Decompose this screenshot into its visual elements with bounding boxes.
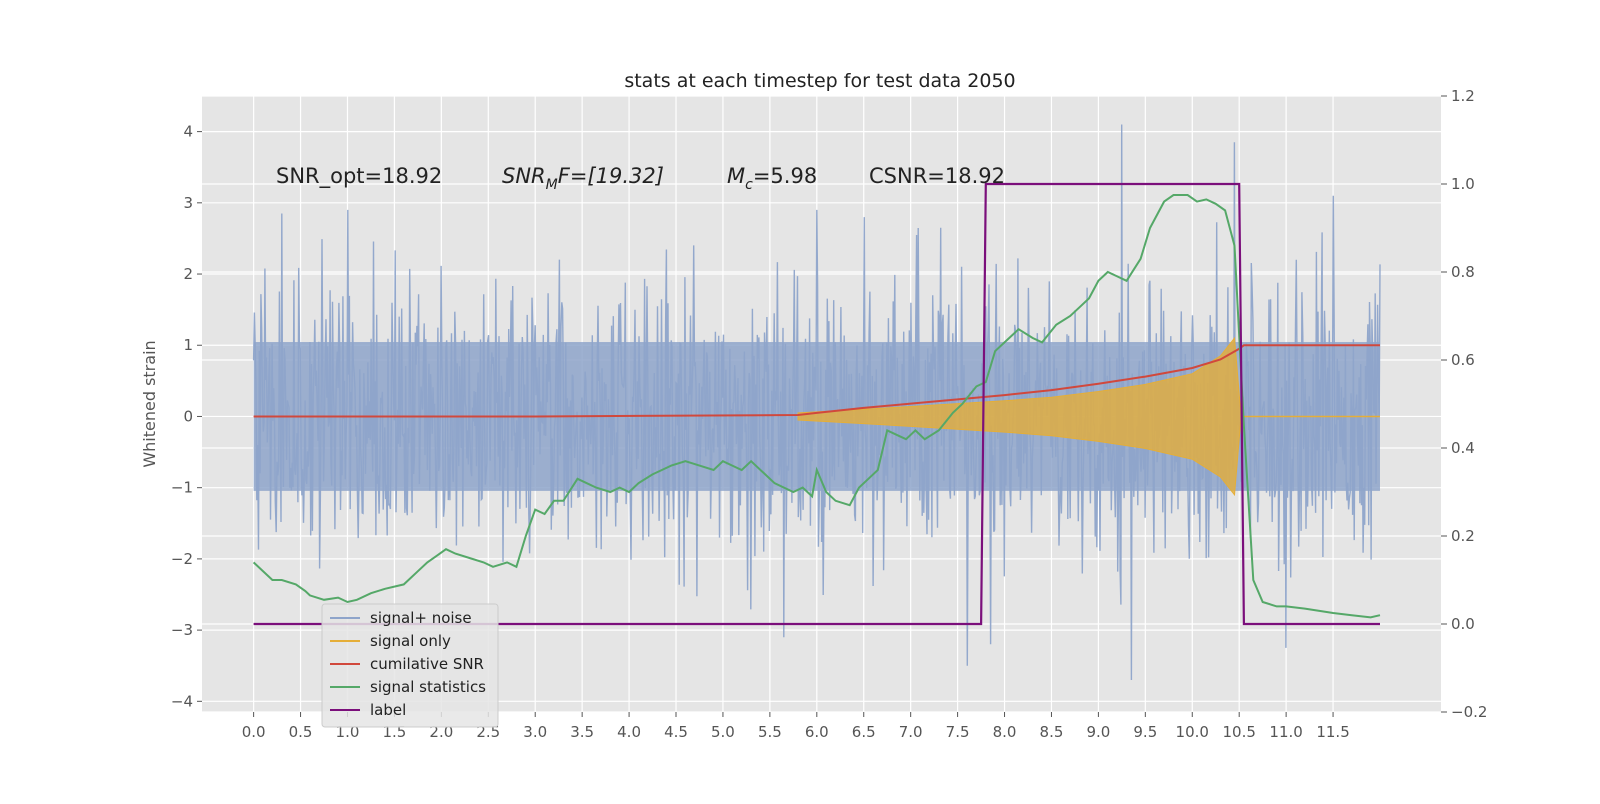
y-tick-label: −4 [171,692,193,710]
y-tick-label: 2 [183,265,193,283]
series-signal-noise [252,124,1381,681]
x-tick-label: 7.0 [899,723,923,741]
x-tick-label: 7.5 [946,723,970,741]
x-tick-label: 9.5 [1133,723,1157,741]
x-tick-label: 10.0 [1176,723,1209,741]
x-tick-label: 4.0 [617,723,641,741]
y-tick-label: −2 [171,550,193,568]
x-tick-label: 6.0 [805,723,829,741]
snr-mf-rest: F=[19.32] [558,164,664,188]
legend-label: signal statistics [370,678,486,696]
x-tick-label: 8.0 [993,723,1017,741]
y-axis-left: 4 3 2 1 0 −1 −2 −3 −4 [171,123,202,710]
y2-tick-label: 0.6 [1451,351,1475,369]
legend-label: cumilative SNR [370,655,484,673]
x-tick-label: 5.0 [711,723,735,741]
y2-tick-label: −0.2 [1451,703,1487,721]
x-tick-label: 0.5 [289,723,313,741]
annotation-mc: Mc=5.98 [727,164,817,193]
y-tick-label: 1 [183,336,193,354]
y-tick-label: 3 [183,194,193,212]
snr-mf-base: SNR [502,164,546,188]
mc-base: M [727,164,745,188]
y2-tick-label: 0.8 [1451,263,1475,281]
y2-tick-label: 0.4 [1451,439,1475,457]
annotation-snr-opt: SNR_opt=18.92 [276,164,442,189]
y2-tick-label: 0.2 [1451,527,1475,545]
snr-mf-sub: M [546,177,558,193]
series-signal-statistics [252,194,1381,619]
y2-tick-label: 1.0 [1451,175,1475,193]
y2-tick-label: 1.2 [1451,87,1475,105]
annotations: SNR_opt=18.92 SNRMF=[19.32] Mc=5.98 CSNR… [276,164,1005,193]
y-tick-label: 4 [183,123,193,141]
x-tick-label: 3.0 [523,723,547,741]
x-tick-label: 9.0 [1086,723,1110,741]
legend-label: label [370,701,406,719]
mc-sub: c [745,177,753,193]
x-tick-label: 10.5 [1222,723,1255,741]
x-tick-label: 3.5 [570,723,594,741]
x-tick-label: 5.5 [758,723,782,741]
y-tick-label: −1 [171,479,193,497]
annotation-csnr: CSNR=18.92 [869,164,1005,188]
chart-title: stats at each timestep for test data 205… [624,70,1015,92]
x-tick-label: 11.5 [1316,723,1349,741]
x-tick-label: 11.0 [1269,723,1302,741]
series-signal-only [797,336,1242,497]
y-axis-label: Whitened strain [140,340,159,467]
legend-box [321,603,499,728]
annotation-snr-mf: SNRMF=[19.32] [502,164,664,193]
y-axis-right: 1.2 1.0 0.8 0.6 0.4 0.2 0.0 −0.2 [1441,87,1487,721]
legend: signal+ noise signal only cumilative SNR si… [321,603,499,728]
series-layer [252,124,1381,681]
x-tick-label: 8.5 [1040,723,1064,741]
legend-label: signal only [370,632,451,650]
x-tick-label: 4.5 [664,723,688,741]
x-tick-label: 0.0 [242,723,266,741]
y-tick-label: −3 [171,621,193,639]
series-label [253,182,1380,626]
x-tick-label: 6.5 [852,723,876,741]
y2-tick-label: 0.0 [1451,615,1475,633]
y-tick-label: 0 [183,407,193,425]
mc-rest: =5.98 [753,164,817,188]
series-cumilative-snr [253,344,1380,418]
legend-label: signal+ noise [370,609,472,627]
